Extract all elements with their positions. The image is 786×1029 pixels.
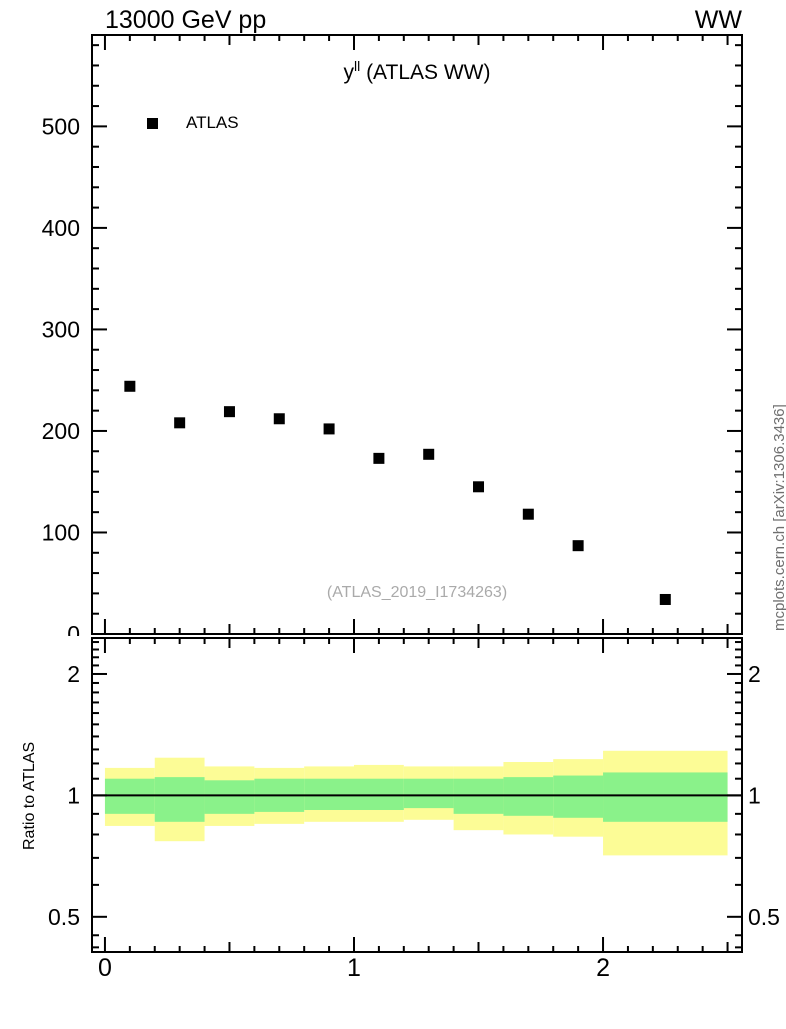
data-point [423,448,435,460]
data-point [223,406,235,418]
main-y-tick-label: 500 [42,113,80,139]
data-point [522,508,534,520]
ratio-y-tick-label-right: 0.5 [748,904,780,930]
title-observable: y [343,61,355,84]
ratio-y-tick-label-left: 1 [67,782,80,808]
main-y-tick-label: 400 [42,215,80,241]
analysis-watermark: (ATLAS_2019_I1734263) [326,584,508,601]
x-tick-label: 0 [98,954,112,982]
data-point [273,413,285,425]
plot-title: yll (ATLAS WW) [92,58,742,85]
data-point [124,380,136,392]
main-y-tick-label: 300 [42,316,80,342]
data-uncertainty-inner-band-segment [304,778,354,810]
data-point [373,452,385,464]
ratio-axis-title: Ratio to ATLAS [21,741,38,850]
main-y-tick-label: 100 [42,519,80,545]
data-point [572,540,584,552]
header-beam-energy: 13000 GeV pp [105,6,267,34]
ratio-y-tick-label-left: 0.5 [48,904,80,930]
x-tick-label: 2 [596,954,610,982]
data-point [659,593,671,605]
data-uncertainty-inner-band-segment [204,780,255,814]
ratio-y-tick-label-left: 2 [67,661,80,687]
data-point [174,417,186,429]
mcplots-arxiv-caption: mcplots.cern.ch [arXiv:1306.3436] [771,404,786,631]
legend-marker-square-icon [147,118,158,129]
title-superscript: ll [354,58,361,74]
data-point [473,481,485,493]
data-uncertainty-inner-band-segment [353,778,404,810]
title-analysis: (ATLAS WW) [360,61,491,84]
data-uncertainty-inner-band-segment [553,775,604,818]
data-uncertainty-inner-band-segment [403,778,454,809]
data-uncertainty-inner-band-segment [603,772,728,822]
x-tick-label: 1 [347,954,361,982]
data-uncertainty-inner-band-segment [503,777,554,816]
main-plot-frame [91,34,743,635]
legend-label: ATLAS [186,113,239,132]
main-y-tick-label: 200 [42,418,80,444]
ratio-y-tick-label-right: 2 [748,661,761,687]
data-point [323,423,335,435]
data-uncertainty-inner-band-segment [154,777,205,822]
header-process: WW [694,6,742,34]
ratio-y-tick-label-right: 1 [748,782,761,808]
